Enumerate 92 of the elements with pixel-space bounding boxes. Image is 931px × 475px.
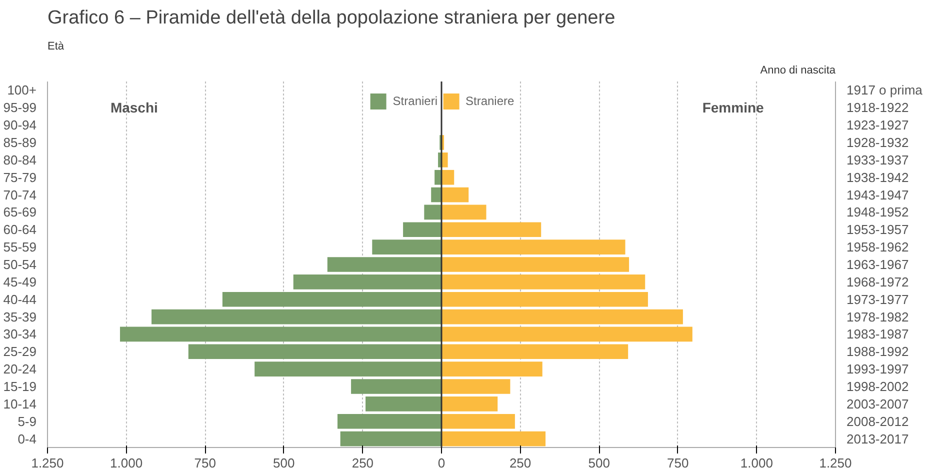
bar [442,344,628,360]
bar [434,170,442,185]
bar [442,187,469,202]
y2-tick-label: 1918-1922 [846,100,909,116]
y-tick-label: 40-44 [3,292,36,307]
y-tick-label: 80-84 [3,152,36,168]
y-tick-label: 50-54 [3,257,36,272]
y2-tick-label: 1923-1927 [846,118,909,133]
x-tick-label: 1.250 [819,456,852,470]
chart-title: Grafico 6 – Piramide dell'età della popolazione straniera per genere [48,8,616,28]
bar [442,379,510,394]
bar [403,222,442,238]
bar [442,309,683,324]
bar [120,326,442,342]
y2-tick-label: 1988-1992 [846,344,909,360]
bar [351,379,442,394]
bar [372,240,442,254]
y-tick-label: 20-24 [3,362,36,377]
bar [431,187,442,202]
y2-tick-label: 1953-1957 [846,222,909,238]
bar [442,257,630,272]
bar [340,431,442,446]
y2-tick-label: 1978-1982 [846,309,909,324]
bar [442,292,648,307]
y-axis-title: Età [48,40,65,52]
y-tick-label: 75-79 [3,170,36,185]
annotation: Femmine [702,100,764,116]
x-tick-label: 500 [588,456,610,470]
annotation: Maschi [110,100,158,116]
y2-tick-label: 1948-1952 [846,204,909,220]
x-tick-label: 0 [438,456,446,470]
y-tick-label: 15-19 [3,379,36,394]
y-tick-label: 35-39 [3,309,36,324]
y2-tick-label: 1928-1932 [846,135,909,150]
y-tick-label: 60-64 [3,222,36,238]
bar [254,362,442,376]
bar [327,257,442,272]
x-tick-label: 500 [273,456,295,470]
bar [293,274,442,290]
y-tick-label: 25-29 [3,344,36,360]
y-tick-label: 55-59 [3,240,36,255]
y2-axis-title: Anno di nascita [760,64,836,76]
bar [424,204,442,220]
x-tick-label: 1.000 [740,456,773,470]
x-tick-label: 1.000 [110,456,143,470]
bar [442,204,486,220]
x-tick-label: 750 [667,456,689,470]
bar [442,240,626,254]
y2-tick-label: 1998-2002 [846,379,909,394]
bar [442,431,546,446]
bar [366,396,442,412]
y2-tick-label: 1933-1937 [846,152,909,168]
bar [442,414,515,429]
bar [442,222,542,238]
y-tick-label: 5-9 [18,414,37,429]
y2-tick-label: 1973-1977 [846,292,909,307]
bar [442,274,646,290]
y2-tick-label: 1958-1962 [846,240,909,255]
bar [222,292,442,307]
legend-label: Stranieri [392,94,438,108]
y-tick-label: 85-89 [3,135,36,150]
bar [442,396,498,412]
bar [152,309,442,324]
x-tick-label: 750 [194,456,216,470]
bar [442,362,542,376]
y2-tick-label: 1993-1997 [846,362,909,377]
y2-tick-label: 2013-2017 [846,431,909,446]
x-tick-label: 1.250 [31,456,64,470]
y-tick-label: 70-74 [3,187,36,202]
y2-tick-label: 2003-2007 [846,396,909,412]
y2-tick-label: 1917 o prima [846,82,924,98]
y-tick-label: 30-34 [3,326,36,342]
legend-label: Straniere [465,94,514,108]
y2-tick-label: 1963-1967 [846,257,909,272]
bar [337,414,442,429]
y2-tick-label: 1943-1947 [846,187,909,202]
x-tick-label: 250 [509,456,532,470]
bar [188,344,442,360]
x-tick-label: 250 [352,456,374,470]
y2-tick-label: 1938-1942 [846,170,909,185]
y2-tick-label: 1983-1987 [846,326,909,342]
y-tick-label: 65-69 [3,204,36,220]
bar [442,170,454,185]
y2-tick-label: 1968-1972 [846,274,909,290]
y-tick-label: 10-14 [3,396,36,412]
y2-tick-label: 2008-2012 [846,414,909,429]
y-tick-label: 95-99 [3,100,36,116]
y-tick-label: 0-4 [18,431,37,446]
y-tick-label: 45-49 [3,274,36,290]
y-tick-label: 90-94 [3,118,36,133]
y-tick-label: 100+ [7,82,37,98]
bar [442,326,692,342]
